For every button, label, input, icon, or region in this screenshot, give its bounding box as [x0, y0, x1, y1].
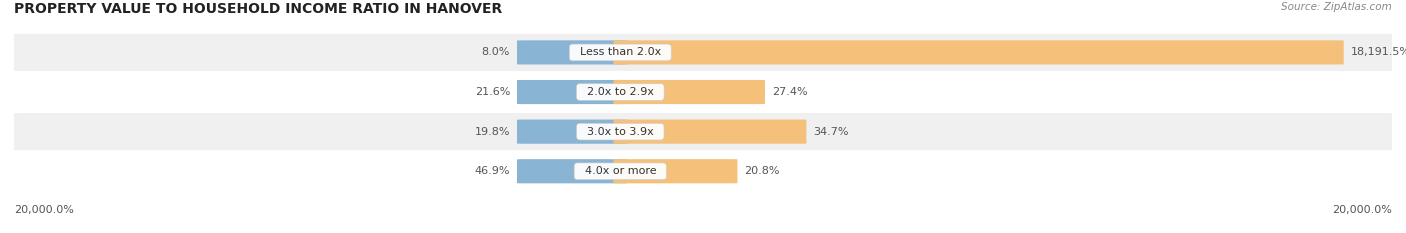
- Text: 20,000.0%: 20,000.0%: [1331, 205, 1392, 215]
- Text: 18,191.5%: 18,191.5%: [1351, 48, 1406, 57]
- FancyBboxPatch shape: [0, 113, 1406, 150]
- Text: 4.0x or more: 4.0x or more: [578, 166, 664, 176]
- Text: 19.8%: 19.8%: [475, 127, 510, 137]
- FancyBboxPatch shape: [517, 120, 627, 144]
- FancyBboxPatch shape: [0, 34, 1406, 71]
- Text: 3.0x to 3.9x: 3.0x to 3.9x: [579, 127, 661, 137]
- Text: Source: ZipAtlas.com: Source: ZipAtlas.com: [1281, 2, 1392, 12]
- FancyBboxPatch shape: [613, 80, 765, 104]
- Text: 21.6%: 21.6%: [475, 87, 510, 97]
- FancyBboxPatch shape: [613, 120, 806, 144]
- FancyBboxPatch shape: [517, 159, 627, 183]
- Text: 2.0x to 2.9x: 2.0x to 2.9x: [579, 87, 661, 97]
- Text: Less than 2.0x: Less than 2.0x: [572, 48, 668, 57]
- Text: 46.9%: 46.9%: [475, 166, 510, 176]
- Text: 8.0%: 8.0%: [482, 48, 510, 57]
- Text: 34.7%: 34.7%: [813, 127, 849, 137]
- FancyBboxPatch shape: [517, 40, 627, 65]
- FancyBboxPatch shape: [0, 153, 1406, 190]
- FancyBboxPatch shape: [613, 40, 1344, 65]
- Text: 27.4%: 27.4%: [772, 87, 807, 97]
- FancyBboxPatch shape: [613, 159, 738, 183]
- Text: PROPERTY VALUE TO HOUSEHOLD INCOME RATIO IN HANOVER: PROPERTY VALUE TO HOUSEHOLD INCOME RATIO…: [14, 2, 502, 16]
- FancyBboxPatch shape: [0, 73, 1406, 111]
- Text: 20.8%: 20.8%: [744, 166, 780, 176]
- FancyBboxPatch shape: [517, 80, 627, 104]
- Text: 20,000.0%: 20,000.0%: [14, 205, 75, 215]
